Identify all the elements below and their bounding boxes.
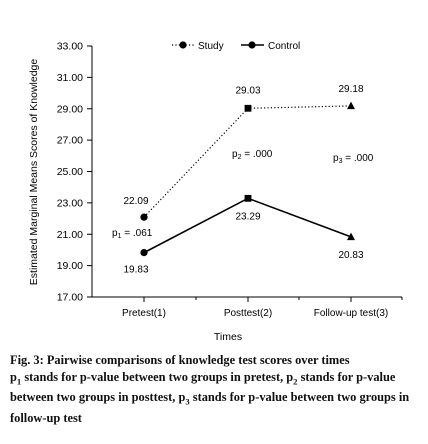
legend-marker-control (248, 41, 256, 49)
legend-label: Control (268, 41, 300, 52)
caption-notes: p1 stands for p-value between two groups… (10, 369, 422, 427)
caption-note-1: p1 stands for p-value between two groups… (10, 369, 287, 386)
y-tick-label: 29.00 (57, 103, 83, 115)
y-tick-label: 33.00 (57, 41, 83, 53)
x-tick-label: Pretest(1) (122, 308, 166, 319)
data-label: 29.18 (338, 84, 363, 95)
study-point (347, 101, 355, 110)
caption-fig-label: Fig. 3: (10, 353, 44, 367)
caption-note-3: p3 stands for p-value between two groups… (10, 390, 410, 426)
x-tick-label: Posttest(2) (224, 308, 272, 319)
p-value-annotation: p3 = .000 (333, 153, 374, 165)
control-point (140, 249, 148, 257)
x-axis-label: Times (214, 331, 242, 343)
caption-title: Fig. 3: Pairwise comparisons of knowledg… (10, 352, 422, 369)
legend-item-control: Control (241, 41, 300, 52)
legend-marker-study (179, 41, 187, 49)
caption-title-text: Pairwise comparisons of knowledge test s… (43, 353, 350, 367)
y-tick-label: 31.00 (57, 72, 83, 84)
y-tick-label: 19.00 (57, 260, 83, 272)
control-point (347, 232, 355, 241)
figure-caption: Fig. 3: Pairwise comparisons of knowledg… (10, 352, 422, 427)
data-label: 29.03 (235, 85, 260, 96)
study-point (244, 104, 252, 112)
y-tick-label: 23.00 (57, 197, 83, 209)
p-value-annotation: p2 = .000 (232, 149, 273, 161)
data-label: 20.83 (338, 250, 363, 261)
series-line-control (143, 197, 352, 254)
legend-item-study: Study (172, 41, 224, 52)
caption-note-2: p2 stands for p-value between two groups… (10, 369, 396, 405)
control-point (244, 194, 252, 202)
y-tick-label: 25.00 (57, 166, 83, 178)
y-tick-label: 21.00 (57, 229, 83, 241)
legend: Study Control (172, 41, 300, 52)
data-label: 23.29 (235, 211, 260, 222)
study-point (140, 213, 148, 221)
legend-label: Study (198, 41, 224, 52)
x-tick-label: Follow-up test(3) (314, 308, 388, 319)
data-label: 19.83 (123, 265, 148, 276)
y-tick-label: 17.00 (57, 292, 83, 304)
y-tick-label: 27.00 (57, 135, 83, 147)
p-value-annotation: p1 = .061 (112, 228, 153, 240)
y-axis-label: Estimated Marginal Means Scores of Knowl… (28, 59, 40, 286)
data-label: 22.09 (123, 196, 148, 207)
line-chart: 17.00 19.00 21.00 23.00 25.00 27.00 29.00 31.00… (28, 41, 403, 343)
